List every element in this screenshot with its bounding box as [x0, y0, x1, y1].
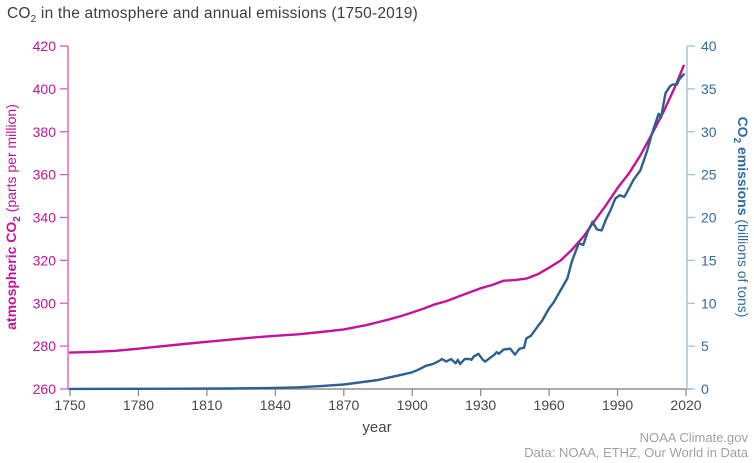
x-tick-label: 1780	[123, 397, 154, 413]
chart-title: CO2 in the atmosphere and annual emissio…	[7, 5, 418, 26]
right-tick-label: 35	[701, 81, 717, 97]
x-tick-label: 1870	[328, 397, 359, 413]
left-tick-label: 300	[33, 295, 57, 311]
attribution-source: NOAA Climate.gov	[639, 430, 748, 445]
atmospheric-co2-line	[68, 64, 685, 354]
right-axis-title-main: CO	[735, 117, 751, 138]
x-tick-label: 1810	[191, 397, 222, 413]
right-axis-title: CO2 emissions (billions of tons)	[731, 117, 751, 318]
x-tick-label: 1750	[54, 397, 85, 413]
right-tick-label: 20	[701, 210, 717, 226]
x-tick-label: 1960	[534, 397, 565, 413]
right-tick-label: 40	[701, 38, 717, 54]
co2-emissions-line	[68, 73, 685, 391]
left-y-axis: 420 400 380 360 340 320 300 280 260	[33, 38, 69, 397]
left-axis-title-units: (parts per million)	[3, 104, 19, 216]
left-tick-label: 260	[33, 381, 57, 397]
left-axis-title: atmospheric CO2 (parts per million)	[3, 104, 23, 330]
left-tick-label: 340	[33, 210, 57, 226]
right-tick-label: 30	[701, 124, 717, 140]
x-tick-label: 1840	[260, 397, 291, 413]
left-tick-label: 400	[33, 81, 57, 97]
right-tick-label: 25	[701, 167, 717, 183]
x-axis: 1750 1780 1810 1840 1870 1900 1930 1960 1990 2020	[54, 388, 702, 413]
right-tick-label: 0	[701, 381, 709, 397]
left-axis-title-subscript: 2	[12, 216, 23, 222]
left-tick-label: 380	[33, 124, 57, 140]
left-axis-title-main: atmospheric CO	[3, 222, 19, 330]
right-axis-title-main2: emissions	[735, 143, 751, 216]
left-tick-label: 320	[33, 252, 57, 268]
left-tick-label: 420	[33, 38, 57, 54]
x-axis-label: year	[362, 419, 392, 436]
right-tick-label: 15	[701, 252, 717, 268]
x-tick-label: 1930	[465, 397, 496, 413]
attribution: NOAA Climate.gov Data: NOAA, ETHZ, Our W…	[524, 430, 748, 460]
right-y-axis: 40 35 30 25 20 15 10 5 0	[686, 38, 717, 397]
data-series-lines	[68, 64, 685, 391]
right-tick-label: 5	[701, 338, 709, 354]
left-tick-label: 360	[33, 167, 57, 183]
left-tick-label: 280	[33, 338, 57, 354]
chart-title-subscript: 2	[30, 14, 37, 26]
x-tick-label: 2020	[670, 397, 701, 413]
x-tick-label: 1900	[397, 397, 428, 413]
right-axis-title-units: (billions of tons)	[735, 216, 751, 318]
x-tick-label: 1990	[602, 397, 633, 413]
right-axis-title-subscript: 2	[731, 138, 742, 144]
chart-title-prefix: CO	[7, 5, 31, 22]
chart-title-rest: in the atmosphere and annual emissions (…	[36, 5, 418, 22]
attribution-data-credit: Data: NOAA, ETHZ, Our World in Data	[524, 445, 748, 460]
right-tick-label: 10	[701, 295, 717, 311]
